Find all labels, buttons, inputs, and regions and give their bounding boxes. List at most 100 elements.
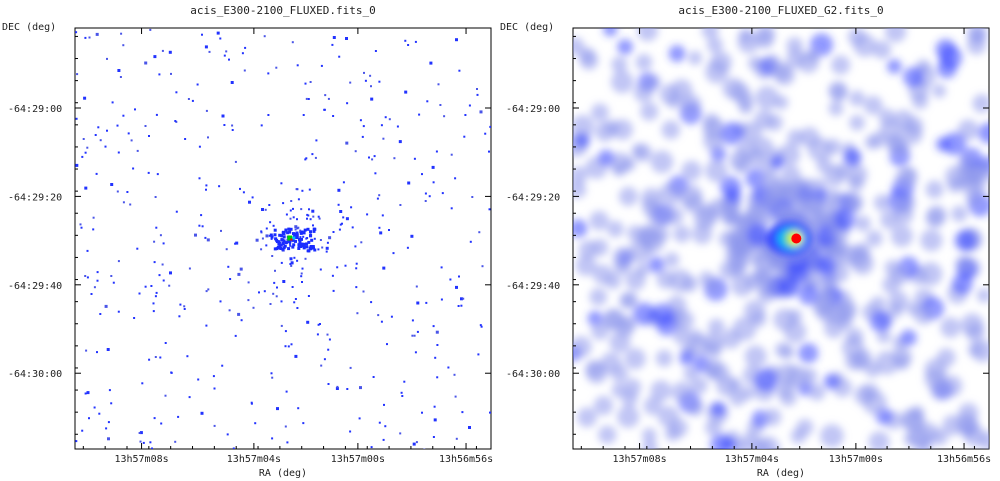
count-pixel bbox=[237, 312, 241, 316]
smoothed-blob bbox=[692, 223, 713, 245]
count-pixel bbox=[411, 319, 414, 322]
smoothed-blob bbox=[861, 383, 879, 401]
count-pixel bbox=[289, 257, 293, 261]
smoothed-blob bbox=[729, 261, 746, 278]
smoothed-blob bbox=[888, 302, 904, 318]
count-pixel bbox=[335, 387, 339, 390]
count-pixel bbox=[317, 215, 320, 218]
count-pixel bbox=[304, 257, 307, 260]
count-pixel bbox=[301, 189, 304, 192]
smoothed-blob bbox=[746, 223, 770, 246]
count-pixel bbox=[418, 113, 421, 116]
count-pixel bbox=[325, 246, 329, 250]
count-pixel bbox=[287, 227, 291, 231]
count-pixel bbox=[302, 242, 306, 246]
count-pixel bbox=[278, 245, 282, 249]
count-pixel bbox=[327, 97, 330, 100]
count-pixel bbox=[359, 119, 362, 122]
smoothed-blob bbox=[637, 28, 659, 42]
smoothed-blob bbox=[824, 318, 844, 339]
count-pixel bbox=[270, 237, 273, 240]
y-tick-label: -64:29:20 bbox=[506, 192, 560, 203]
count-pixel bbox=[373, 155, 376, 158]
count-pixel bbox=[174, 440, 177, 443]
count-pixel bbox=[178, 315, 181, 318]
count-pixel bbox=[95, 172, 98, 175]
count-pixel bbox=[301, 281, 303, 283]
count-pixel bbox=[305, 157, 308, 160]
count-pixel bbox=[318, 217, 321, 220]
count-pixel bbox=[400, 391, 403, 394]
count-pixel bbox=[454, 177, 457, 180]
count-pixel bbox=[354, 150, 357, 153]
count-pixel bbox=[299, 231, 303, 235]
count-pixel bbox=[264, 208, 267, 211]
count-pixel bbox=[96, 351, 98, 354]
smoothed-blob bbox=[765, 178, 789, 202]
count-pixel bbox=[225, 50, 228, 53]
x-axis-label: RA (deg) bbox=[259, 468, 307, 479]
count-pixel bbox=[76, 73, 79, 76]
count-pixel bbox=[75, 163, 79, 167]
count-pixel bbox=[260, 230, 263, 233]
count-pixel bbox=[255, 238, 259, 242]
y-tick-label: -64:29:00 bbox=[8, 104, 62, 115]
smoothed-blob bbox=[775, 380, 794, 398]
smoothed-blob bbox=[575, 254, 597, 276]
count-pixel bbox=[144, 61, 148, 65]
count-pixel bbox=[292, 207, 294, 210]
count-pixel bbox=[435, 330, 439, 334]
count-pixel bbox=[152, 310, 155, 313]
count-pixel bbox=[415, 441, 418, 444]
count-pixel bbox=[338, 228, 341, 231]
y-axis-label: DEC (deg) bbox=[500, 22, 554, 33]
smoothed-blob bbox=[633, 82, 654, 103]
count-pixel bbox=[239, 267, 243, 271]
count-pixel bbox=[291, 286, 294, 288]
smoothed-layer bbox=[573, 28, 989, 449]
count-pixel bbox=[302, 246, 306, 250]
count-pixel bbox=[75, 117, 78, 120]
smoothed-blob bbox=[603, 28, 618, 37]
count-pixel bbox=[339, 210, 343, 213]
count-pixel bbox=[336, 385, 339, 388]
count-pixel bbox=[313, 227, 317, 231]
count-pixel bbox=[294, 298, 297, 300]
count-pixel bbox=[269, 233, 273, 237]
smoothed-blob bbox=[573, 115, 595, 139]
count-pixel bbox=[110, 402, 113, 405]
count-pixel bbox=[95, 32, 99, 36]
smoothed-blob bbox=[847, 28, 867, 46]
count-pixel bbox=[399, 432, 402, 435]
count-pixel bbox=[458, 69, 461, 72]
x-tick-label: 13h57m00s bbox=[829, 454, 883, 465]
count-pixel bbox=[111, 101, 114, 104]
count-pixel bbox=[455, 285, 458, 289]
smoothed-blob bbox=[612, 246, 635, 269]
count-pixel bbox=[83, 96, 87, 100]
count-pixel bbox=[271, 437, 274, 440]
count-pixel bbox=[325, 250, 328, 253]
smoothed-blob bbox=[763, 408, 782, 426]
count-pixel bbox=[281, 242, 285, 246]
smoothed-blob bbox=[705, 60, 729, 84]
count-pixel bbox=[162, 279, 165, 282]
count-pixel bbox=[207, 136, 209, 139]
count-pixel bbox=[98, 412, 101, 415]
count-pixel bbox=[374, 50, 377, 52]
count-pixel bbox=[332, 231, 335, 233]
count-pixel bbox=[289, 242, 292, 245]
count-pixel bbox=[196, 83, 199, 86]
smoothed-blob bbox=[593, 395, 614, 416]
count-pixel bbox=[139, 440, 142, 443]
count-pixel bbox=[388, 118, 391, 121]
count-pixel bbox=[481, 265, 484, 268]
smoothed-blob bbox=[647, 204, 671, 228]
count-pixel bbox=[415, 285, 418, 288]
count-pixel bbox=[309, 81, 312, 83]
count-pixel bbox=[464, 114, 467, 116]
count-pixel bbox=[155, 226, 158, 229]
count-pixel bbox=[370, 97, 374, 101]
smoothed-blob bbox=[808, 383, 826, 401]
